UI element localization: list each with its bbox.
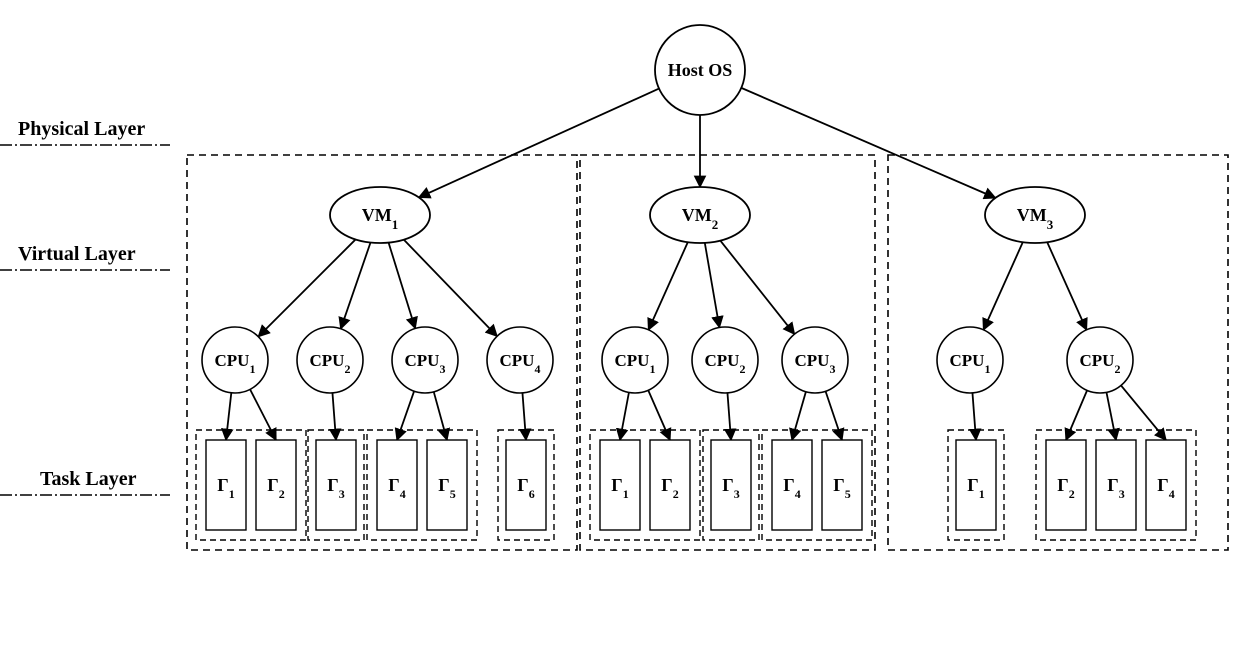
hierarchy-diagram: Physical Layer Virtual Layer Task Layer Hos…: [0, 0, 1240, 648]
host-label: Host OS: [668, 60, 733, 80]
layer-label-virtual: Virtual Layer: [18, 243, 136, 265]
layer-label-task: Task Layer: [40, 468, 137, 490]
layer-label-physical: Physical Layer: [18, 118, 145, 140]
